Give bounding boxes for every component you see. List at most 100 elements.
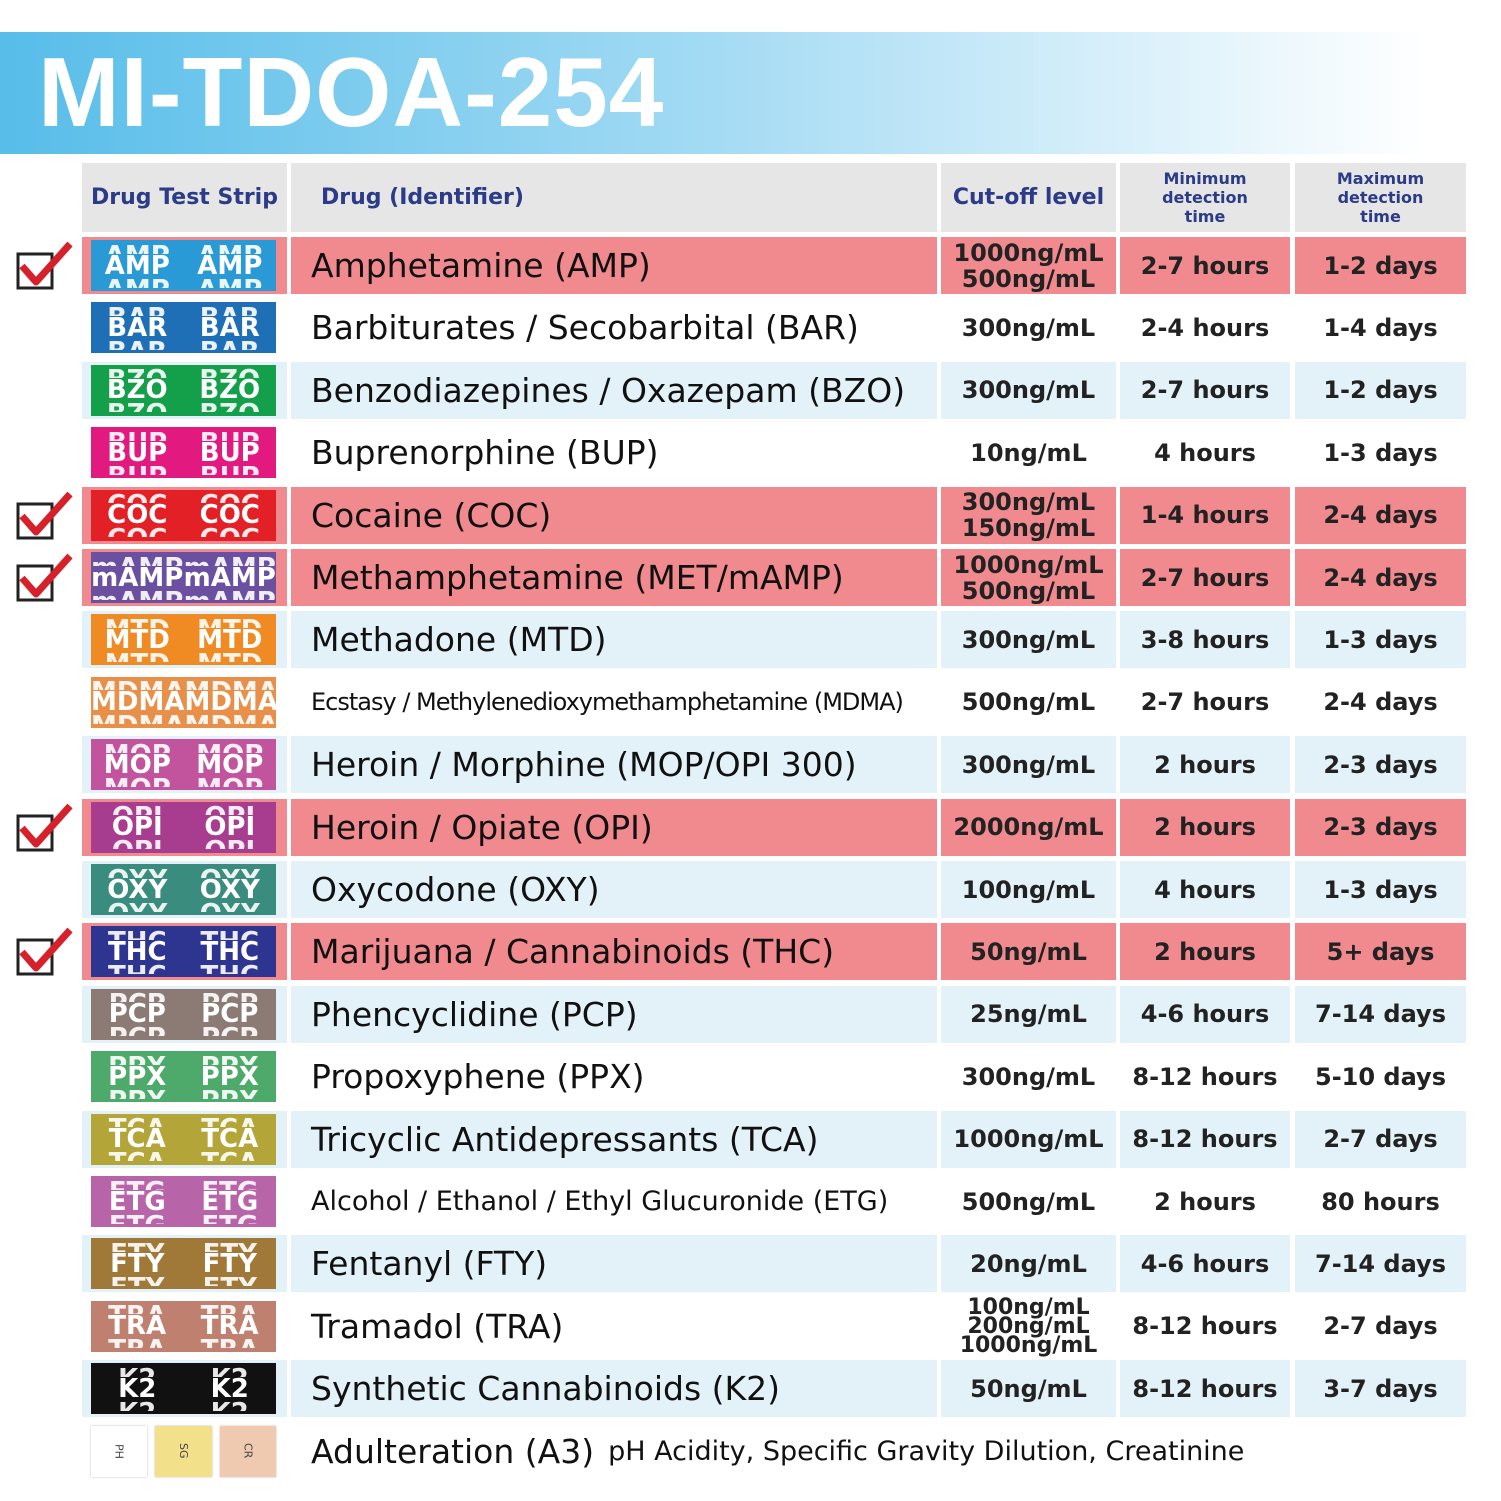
pad-label: SG xyxy=(177,1443,190,1459)
strip-label: BAR xyxy=(107,340,167,350)
strip-line: AMP AMP xyxy=(91,250,276,281)
strip-line: MOP MOP xyxy=(91,749,276,780)
strip: BARBARBARBARBARBAR xyxy=(91,302,276,354)
strip-label: BUP xyxy=(107,437,168,468)
adulteration-detail: pH Acidity, Specific Gravity Dilution, C… xyxy=(608,1435,1245,1467)
drug-name: Phencyclidine (PCP) xyxy=(311,994,638,1034)
drug-name: Benzodiazepines / Oxazepam (BZO) xyxy=(311,370,906,410)
row-bg xyxy=(941,486,1116,544)
cutoff: 20ng/mL xyxy=(941,1235,1116,1292)
strip-line: COC COC xyxy=(91,527,276,537)
strip-label: FTY xyxy=(110,1248,165,1279)
row-bg xyxy=(291,486,937,544)
strip-line: AMP AMP xyxy=(91,278,276,288)
cutoff: 300ng/mL xyxy=(941,611,1116,668)
drug-name: Heroin / Opiate (OPI) xyxy=(311,807,653,847)
cutoff-value: 150ng/mL xyxy=(961,514,1096,543)
cutoff-value: 25ng/mL xyxy=(970,1000,1087,1029)
strip-line: BUP BUP xyxy=(91,465,276,475)
drug-name: Fentanyl (FTY) xyxy=(311,1244,548,1284)
strip-line: MOP MOP xyxy=(91,777,276,787)
row-bg xyxy=(1120,861,1290,918)
drug-name: Barbiturates / Secobarbital (BAR) xyxy=(311,308,859,348)
strip-label: BAR xyxy=(200,340,260,350)
pad: SG xyxy=(155,1425,212,1477)
strip-label: PCP xyxy=(108,999,166,1030)
strip-label: K2 xyxy=(118,1373,157,1404)
strip-label: PPX xyxy=(108,1061,167,1092)
strip-label: K2 xyxy=(210,1373,249,1404)
cutoff-value: 1000ng/mL xyxy=(953,238,1104,267)
row-bg xyxy=(291,923,937,981)
row-bg xyxy=(1120,361,1290,419)
row-bg xyxy=(941,361,1116,419)
max-time: 5+ days xyxy=(1326,937,1435,966)
strip: MOPMOPMOPMOPMOPMOP xyxy=(91,739,276,791)
strip-line: BUP BUP xyxy=(91,431,276,441)
strip-line: THC THC xyxy=(91,964,276,974)
row-bg xyxy=(1120,985,1290,1043)
strip: K2K2K2K2K2K2 xyxy=(91,1363,276,1415)
strip-label: OXY xyxy=(200,902,260,912)
strip: ETGETGETGETGETGETG xyxy=(91,1176,276,1227)
strip: MDMAMDMAMDMAMDMAMDMAMDMA xyxy=(91,676,276,728)
min-time: 2 hours xyxy=(1154,937,1256,966)
strip-label: OPI xyxy=(204,839,255,849)
strip-label: FTY xyxy=(202,1248,257,1279)
row-bg xyxy=(1120,798,1290,856)
checkmark xyxy=(16,553,73,602)
strip-line: PPX PPX xyxy=(91,1061,276,1092)
strip-label: K2 xyxy=(118,1401,156,1411)
strip-line: OXY OXY xyxy=(91,868,276,878)
strip-line: K2 K2 xyxy=(91,1367,276,1377)
header-cutoff: Cut-off level xyxy=(941,163,1116,232)
strip-line: K2 K2 xyxy=(91,1401,276,1411)
cutoff: 50ng/mL xyxy=(941,923,1116,980)
strip-label: BZO xyxy=(107,402,168,412)
strip-label: TCA xyxy=(201,1124,259,1155)
cutoff: 300ng/mL xyxy=(941,299,1116,356)
strip: TCATCATCATCATCATCA xyxy=(91,1113,276,1165)
strip-label: TCA xyxy=(108,1124,166,1155)
strip-line: TCA TCA xyxy=(91,1124,276,1155)
strip-label: BAR xyxy=(107,306,167,316)
max-time: 1-2 days xyxy=(1323,376,1438,405)
strip-label: AMP xyxy=(104,250,170,281)
max-time: 5-10 days xyxy=(1315,1062,1446,1091)
row-bg xyxy=(291,1235,937,1293)
strip-line: OXY OXY xyxy=(91,902,276,912)
cutoff: 300ng/mL 150ng/mL xyxy=(941,487,1116,544)
strip-label: AMP xyxy=(197,244,262,254)
cutoff-value: 300ng/mL xyxy=(961,488,1096,517)
strip-line: ETG ETG xyxy=(91,1189,276,1215)
cutoff: 2000ng/mL xyxy=(941,799,1116,856)
strip-line: BAR BAR xyxy=(91,315,276,341)
max-time: 7-14 days xyxy=(1315,1000,1446,1029)
strip-line: MOP MOP xyxy=(91,743,276,753)
checkbox xyxy=(16,252,54,290)
strip-label: TRA xyxy=(201,1338,259,1348)
cutoff: 10ng/mL xyxy=(941,424,1116,481)
strip-label: THC xyxy=(200,930,259,940)
strip-label: MOP xyxy=(103,749,171,780)
strip-label: PCP xyxy=(109,992,166,1002)
pad-label: CR xyxy=(241,1443,255,1459)
cutoff-value: 500ng/mL xyxy=(961,576,1096,605)
strip-label: MTD xyxy=(197,618,262,628)
strip-line: TCA TCA xyxy=(91,1151,276,1161)
cutoff: 300ng/mL xyxy=(941,362,1116,419)
row-bg xyxy=(1120,1360,1290,1418)
checkmark xyxy=(16,928,73,976)
checkbox xyxy=(16,814,54,852)
strip: PPXPPXPPXPPXPPXPPX xyxy=(91,1051,276,1103)
check xyxy=(19,928,73,972)
row-bg xyxy=(1295,798,1466,856)
cutoff: 50ng/mL xyxy=(941,1360,1116,1417)
row-bg xyxy=(941,923,1116,981)
row-bg xyxy=(1295,361,1466,419)
cutoff-value: 50ng/mL xyxy=(970,937,1087,966)
strip-line: MTD MTD xyxy=(91,652,276,662)
strip-label: mAMP xyxy=(184,590,276,600)
max-time: 1-3 days xyxy=(1323,875,1438,904)
